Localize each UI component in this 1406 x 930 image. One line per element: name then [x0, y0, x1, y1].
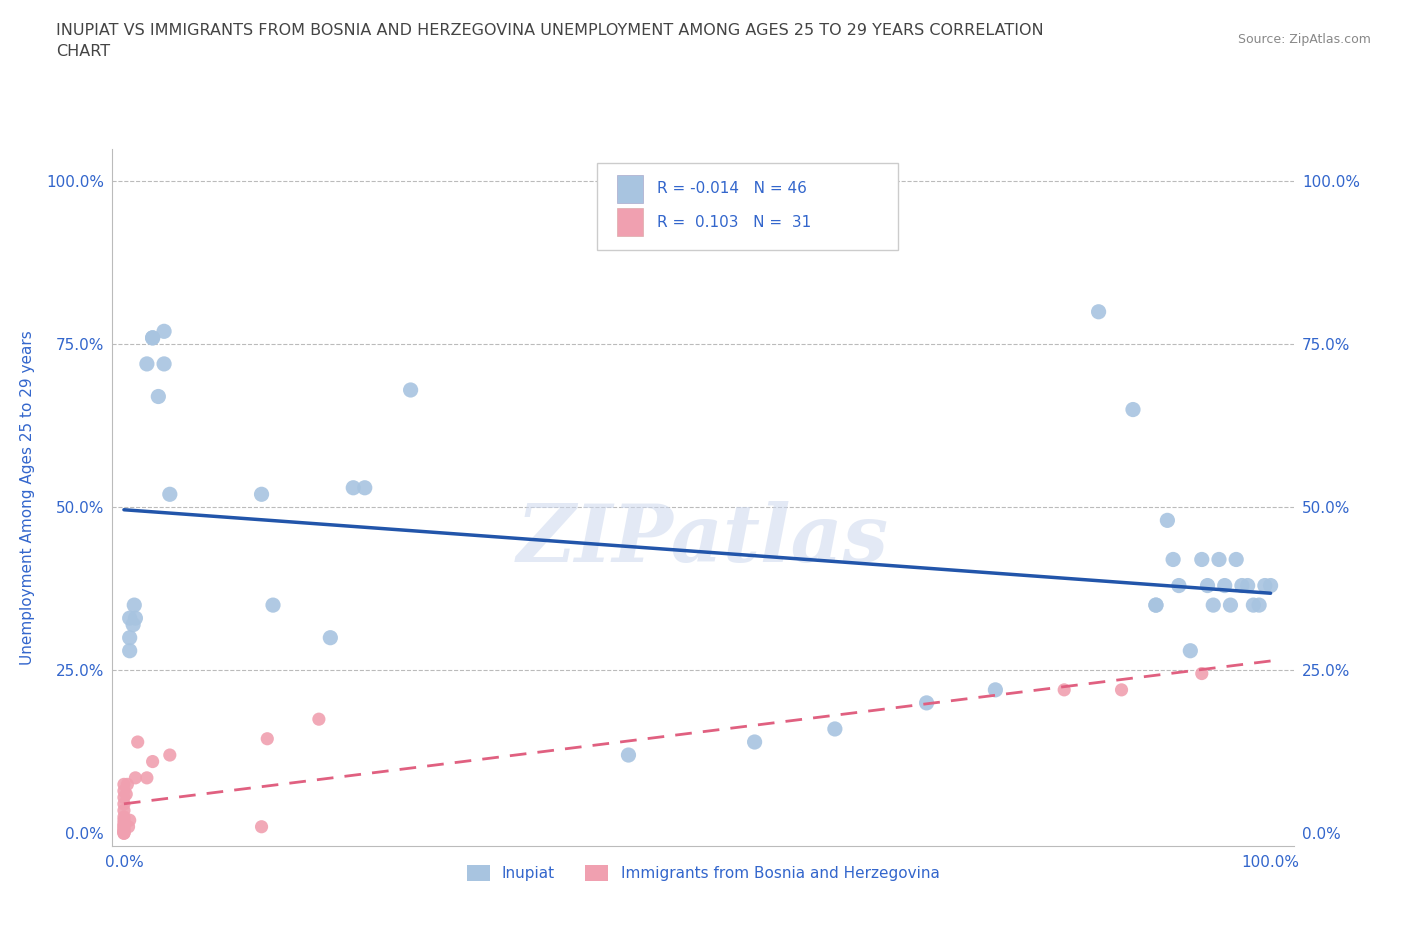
Text: R = -0.014   N = 46: R = -0.014 N = 46 — [657, 181, 807, 196]
Point — [115, 787, 138, 802]
Point — [824, 722, 846, 737]
Point — [118, 813, 141, 828]
Point — [319, 631, 342, 645]
Point — [1167, 578, 1189, 593]
Point — [112, 783, 135, 798]
Point — [118, 631, 141, 645]
Point — [342, 480, 364, 495]
Point — [142, 330, 165, 345]
Point — [250, 486, 273, 501]
Point — [112, 777, 135, 791]
Point — [118, 611, 141, 626]
Point — [250, 819, 273, 834]
Point — [112, 824, 135, 839]
Point — [1213, 578, 1236, 593]
Point — [112, 803, 135, 817]
Point — [1241, 598, 1264, 613]
Point — [112, 796, 135, 811]
Point — [399, 382, 422, 397]
FancyBboxPatch shape — [596, 163, 898, 250]
Point — [1144, 598, 1167, 613]
Point — [1236, 578, 1258, 593]
Point — [117, 777, 139, 791]
Point — [1111, 683, 1133, 698]
Point — [153, 356, 176, 371]
Point — [159, 748, 181, 763]
Point — [124, 770, 146, 785]
Point — [112, 813, 135, 828]
Point — [984, 683, 1007, 698]
Point — [112, 816, 135, 830]
Point — [262, 598, 284, 613]
Point — [112, 826, 135, 841]
Point — [308, 711, 330, 726]
Point — [1202, 598, 1225, 613]
Y-axis label: Unemployment Among Ages 25 to 29 years: Unemployment Among Ages 25 to 29 years — [20, 330, 35, 665]
Point — [135, 356, 157, 371]
Point — [153, 324, 176, 339]
Text: INUPIAT VS IMMIGRANTS FROM BOSNIA AND HERZEGOVINA UNEMPLOYMENT AMONG AGES 25 TO : INUPIAT VS IMMIGRANTS FROM BOSNIA AND HE… — [56, 23, 1043, 60]
Point — [159, 486, 181, 501]
Point — [1197, 578, 1219, 593]
Point — [1191, 552, 1213, 567]
Point — [1208, 552, 1230, 567]
Point — [1225, 552, 1247, 567]
Point — [256, 731, 278, 746]
Point — [112, 819, 135, 834]
Point — [915, 696, 938, 711]
Point — [1122, 402, 1144, 417]
Point — [1156, 513, 1178, 528]
Point — [1249, 598, 1271, 613]
Point — [112, 818, 135, 833]
Point — [1230, 578, 1253, 593]
Point — [1087, 304, 1109, 319]
Bar — [617, 208, 643, 236]
Text: ZIPatlas: ZIPatlas — [517, 500, 889, 578]
Legend: Inupiat, Immigrants from Bosnia and Herzegovina: Inupiat, Immigrants from Bosnia and Herz… — [461, 859, 945, 887]
Point — [744, 735, 766, 750]
Point — [127, 735, 149, 750]
Point — [124, 611, 146, 626]
Point — [117, 819, 139, 834]
Point — [135, 770, 157, 785]
Point — [617, 748, 640, 763]
Point — [148, 389, 170, 404]
Point — [118, 644, 141, 658]
Point — [1053, 683, 1076, 698]
Point — [112, 826, 135, 841]
Point — [353, 480, 375, 495]
Text: R =  0.103   N =  31: R = 0.103 N = 31 — [657, 215, 811, 230]
Point — [122, 598, 145, 613]
Point — [112, 821, 135, 836]
Point — [1144, 598, 1167, 613]
Point — [112, 825, 135, 840]
Point — [1161, 552, 1184, 567]
Bar — [617, 175, 643, 203]
Point — [142, 754, 165, 769]
Text: Source: ZipAtlas.com: Source: ZipAtlas.com — [1237, 33, 1371, 46]
Point — [1180, 644, 1202, 658]
Point — [122, 618, 145, 632]
Point — [1191, 666, 1213, 681]
Point — [112, 790, 135, 804]
Point — [1254, 578, 1277, 593]
Point — [1219, 598, 1241, 613]
Point — [112, 822, 135, 837]
Point — [142, 330, 165, 345]
Point — [112, 809, 135, 824]
Point — [1260, 578, 1282, 593]
